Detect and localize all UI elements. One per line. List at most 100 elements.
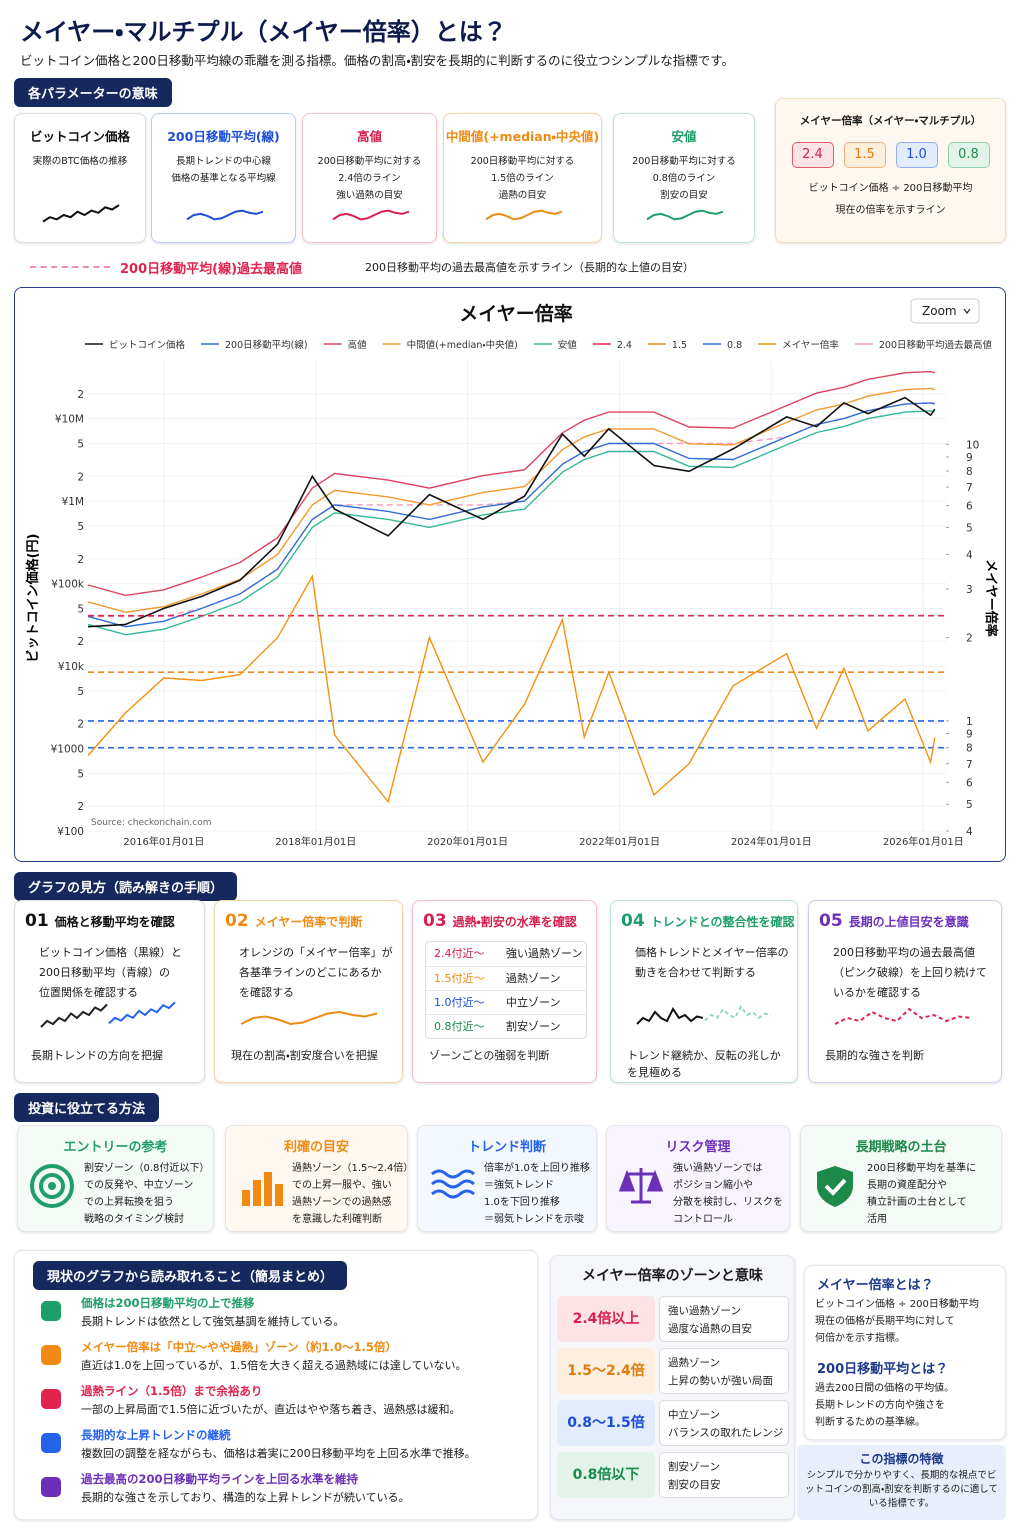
y2-tick-label: 10: [966, 439, 979, 451]
summary-text: 直近は1.0を上回っているが、1.5倍を大きく超える過熱域には達していない。: [81, 1359, 467, 1372]
y-tick-label: 5: [77, 768, 84, 780]
step-footer: トレンド継続か、反転の兆しかを見極める: [627, 1049, 781, 1079]
sparkline-path: [704, 1004, 772, 1022]
chart-title: メイヤー倍率: [459, 302, 572, 325]
invest-line: 積立計画の土台として: [867, 1197, 967, 1208]
faq-title: メイヤー倍率とは？: [817, 1278, 934, 1293]
step-card: 04 トレンドとの整合性を確認 価格トレンドとメイヤー倍率の 動きを合わせて判断するト…: [610, 900, 798, 1083]
sparkline: [240, 1010, 378, 1026]
zone-desc-line: 上昇の勢いが強い局面: [668, 1375, 773, 1387]
step-line: オレンジの「メイヤー倍率」が: [239, 946, 393, 959]
step-body: 200日移動平均の過去最高値 （ピンク破線）を上回り続けて いるかを確認する: [833, 943, 987, 1003]
legend-label: メイヤー倍率: [782, 339, 839, 351]
zone-desc-line: 割安の目安: [668, 1479, 721, 1491]
zone-level: 0.8付近〜: [434, 1020, 485, 1033]
zoom-button[interactable]: Zoom: [910, 298, 980, 324]
card-line: 実際のBTC価格の推移: [32, 156, 128, 167]
zone-desc-line: 過度な過熱の目安: [668, 1323, 752, 1335]
feature-text: シンプルで分かりやすく、長期的な視点でビットコインの割高・割安を判断するのに適し…: [805, 1470, 998, 1509]
y-tick-label: 2: [77, 389, 84, 401]
step-title: メイヤー倍率で判断: [254, 915, 363, 929]
zoom-button-box: [910, 298, 980, 324]
zone-desc-line: バランスの取れたレンジ: [668, 1427, 784, 1439]
badge: 2.4: [791, 142, 834, 168]
icon-shape: [264, 1172, 272, 1206]
x-tick-label: 2022年01月01日: [579, 835, 660, 848]
ath-label: 200日移動平均(線)過去最高値: [120, 262, 303, 277]
zone-desc-line: 中立ゾーン: [668, 1409, 720, 1421]
card-line: 長期トレンドの中心線: [175, 156, 271, 167]
step-card: 01 価格と移動平均を確認 ビットコイン価格（黒線）と 200日移動平均（青線）の 位置…: [14, 900, 205, 1083]
card-line: 2.4倍のライン: [338, 173, 401, 184]
zone-desc: 強い過熱ゾーン 過度な過熱の目安: [659, 1296, 789, 1342]
invest-icon: [242, 1172, 283, 1206]
zone-desc-line: 強い過熱ゾーン: [668, 1305, 741, 1317]
card-line: 200日移動平均に対する: [470, 156, 575, 167]
zoom-button-label[interactable]: Zoom: [922, 304, 957, 318]
y2-tick-label: 4: [966, 549, 973, 561]
zone-name: 強い過熱ゾーン: [506, 947, 583, 960]
sparkline-path: [240, 1010, 378, 1026]
legend-label: 中間値(+median・中央値): [407, 339, 518, 351]
y2-tick-label: 1: [966, 716, 973, 728]
sparkline-path: [40, 1003, 108, 1028]
zone-desc-line: 過熱ゾーン: [668, 1357, 720, 1369]
badge: 1.0: [895, 142, 938, 168]
step-line: いるかを確認する: [833, 986, 921, 999]
icon-shape: [253, 1180, 261, 1206]
faq-line: 過去200日間の価格の平均値。: [815, 1383, 955, 1394]
invest-line: 過熱ゾーン（1.5〜2.4倍）: [292, 1163, 414, 1174]
summary-text: 長期トレンドは依然として強気基調を維持している。: [81, 1315, 345, 1328]
series-line: [87, 402, 935, 628]
series-line: [87, 396, 936, 628]
invest-line: 活用: [867, 1214, 887, 1225]
invest-body: 強い過熱ゾーンでは ポジション縮小や 分散を検討し、リスクを コントロール: [673, 1160, 783, 1228]
invest-line: 分散を検討し、リスクを: [673, 1197, 783, 1208]
card-line: 割安の目安: [660, 190, 708, 201]
y2-tick-label: 5: [966, 799, 973, 811]
x-tick-label: 2026年01月01日: [883, 835, 964, 848]
ath-text: 200日移動平均の過去最高値を示すライン（長期的な上値の目安）: [365, 261, 694, 274]
step-line: 200日移動平均の過去最高値: [833, 946, 975, 959]
sparkline-path: [834, 1007, 972, 1025]
sparkline: [185, 209, 263, 221]
invest-title: エントリーの参考: [63, 1140, 168, 1155]
invest-icon: [30, 1164, 74, 1208]
icon-shape: [39, 1173, 65, 1199]
zone-label: 1.5〜2.4倍: [557, 1348, 655, 1394]
step-line: を確認する: [239, 986, 294, 999]
step-header: 05 長期の上値目安を意識: [819, 911, 969, 931]
y-tick-label: 5: [77, 603, 84, 615]
zone-label: 2.4倍以上: [557, 1296, 655, 1342]
invest-line: 200日移動平均を基準に: [867, 1163, 977, 1174]
invest-line: ＝強気トレンド: [484, 1180, 554, 1191]
zone-desc: 過熱ゾーン上昇の勢いが強い局面: [659, 1348, 789, 1394]
sparkline-path: [108, 1001, 176, 1025]
step-line: （ピンク破線）を上回り続けて: [833, 966, 987, 979]
step-number: 03: [423, 911, 447, 931]
zone-table: 2.4付近〜 強い過熱ゾーン 1.5付近〜 過熱ゾーン 1.0付近〜 中立ゾーン 0.8付近…: [425, 941, 587, 1039]
mayer-box-body: ビットコイン価格 ÷ 200日移動平均 現在の倍率を示すライン: [776, 178, 1005, 222]
step-number: 05: [819, 911, 843, 931]
faq-line: 現在の価格が長期平均に対して: [815, 1316, 955, 1327]
series-line: [87, 387, 935, 613]
summary-icon: [41, 1389, 61, 1409]
card-body: 200日移動平均に対する 2.4倍のライン 強い過熱の目安: [303, 153, 436, 204]
feature-title: この指標の特徴: [859, 1452, 944, 1466]
icon-shape: [48, 1182, 56, 1190]
summary-title: 長期的な上昇トレンドの継続: [81, 1428, 231, 1442]
sparkline: [646, 209, 724, 221]
icon-shape: [431, 1169, 475, 1179]
invest-card: エントリーの参考 割安ゾーン（0.8付近以下） での反発や、中立ゾーン での上昇転換を…: [17, 1125, 214, 1232]
legend-label: ビットコイン価格: [109, 339, 186, 351]
card-title: ビットコイン価格: [29, 129, 130, 144]
legend-label: 安値: [558, 339, 578, 351]
zone-desc-line: 割安ゾーン: [668, 1461, 720, 1473]
y-tick-label: 5: [77, 438, 84, 450]
summary-title: 価格は200日移動平均の上で推移: [81, 1296, 255, 1310]
mayer-box-title: メイヤー倍率（メイヤー・マルチプル）: [799, 115, 982, 127]
source-note: Source: checkonchain.com: [91, 818, 212, 828]
series-line: [88, 402, 935, 618]
y-tick-label: ¥100: [57, 826, 84, 838]
